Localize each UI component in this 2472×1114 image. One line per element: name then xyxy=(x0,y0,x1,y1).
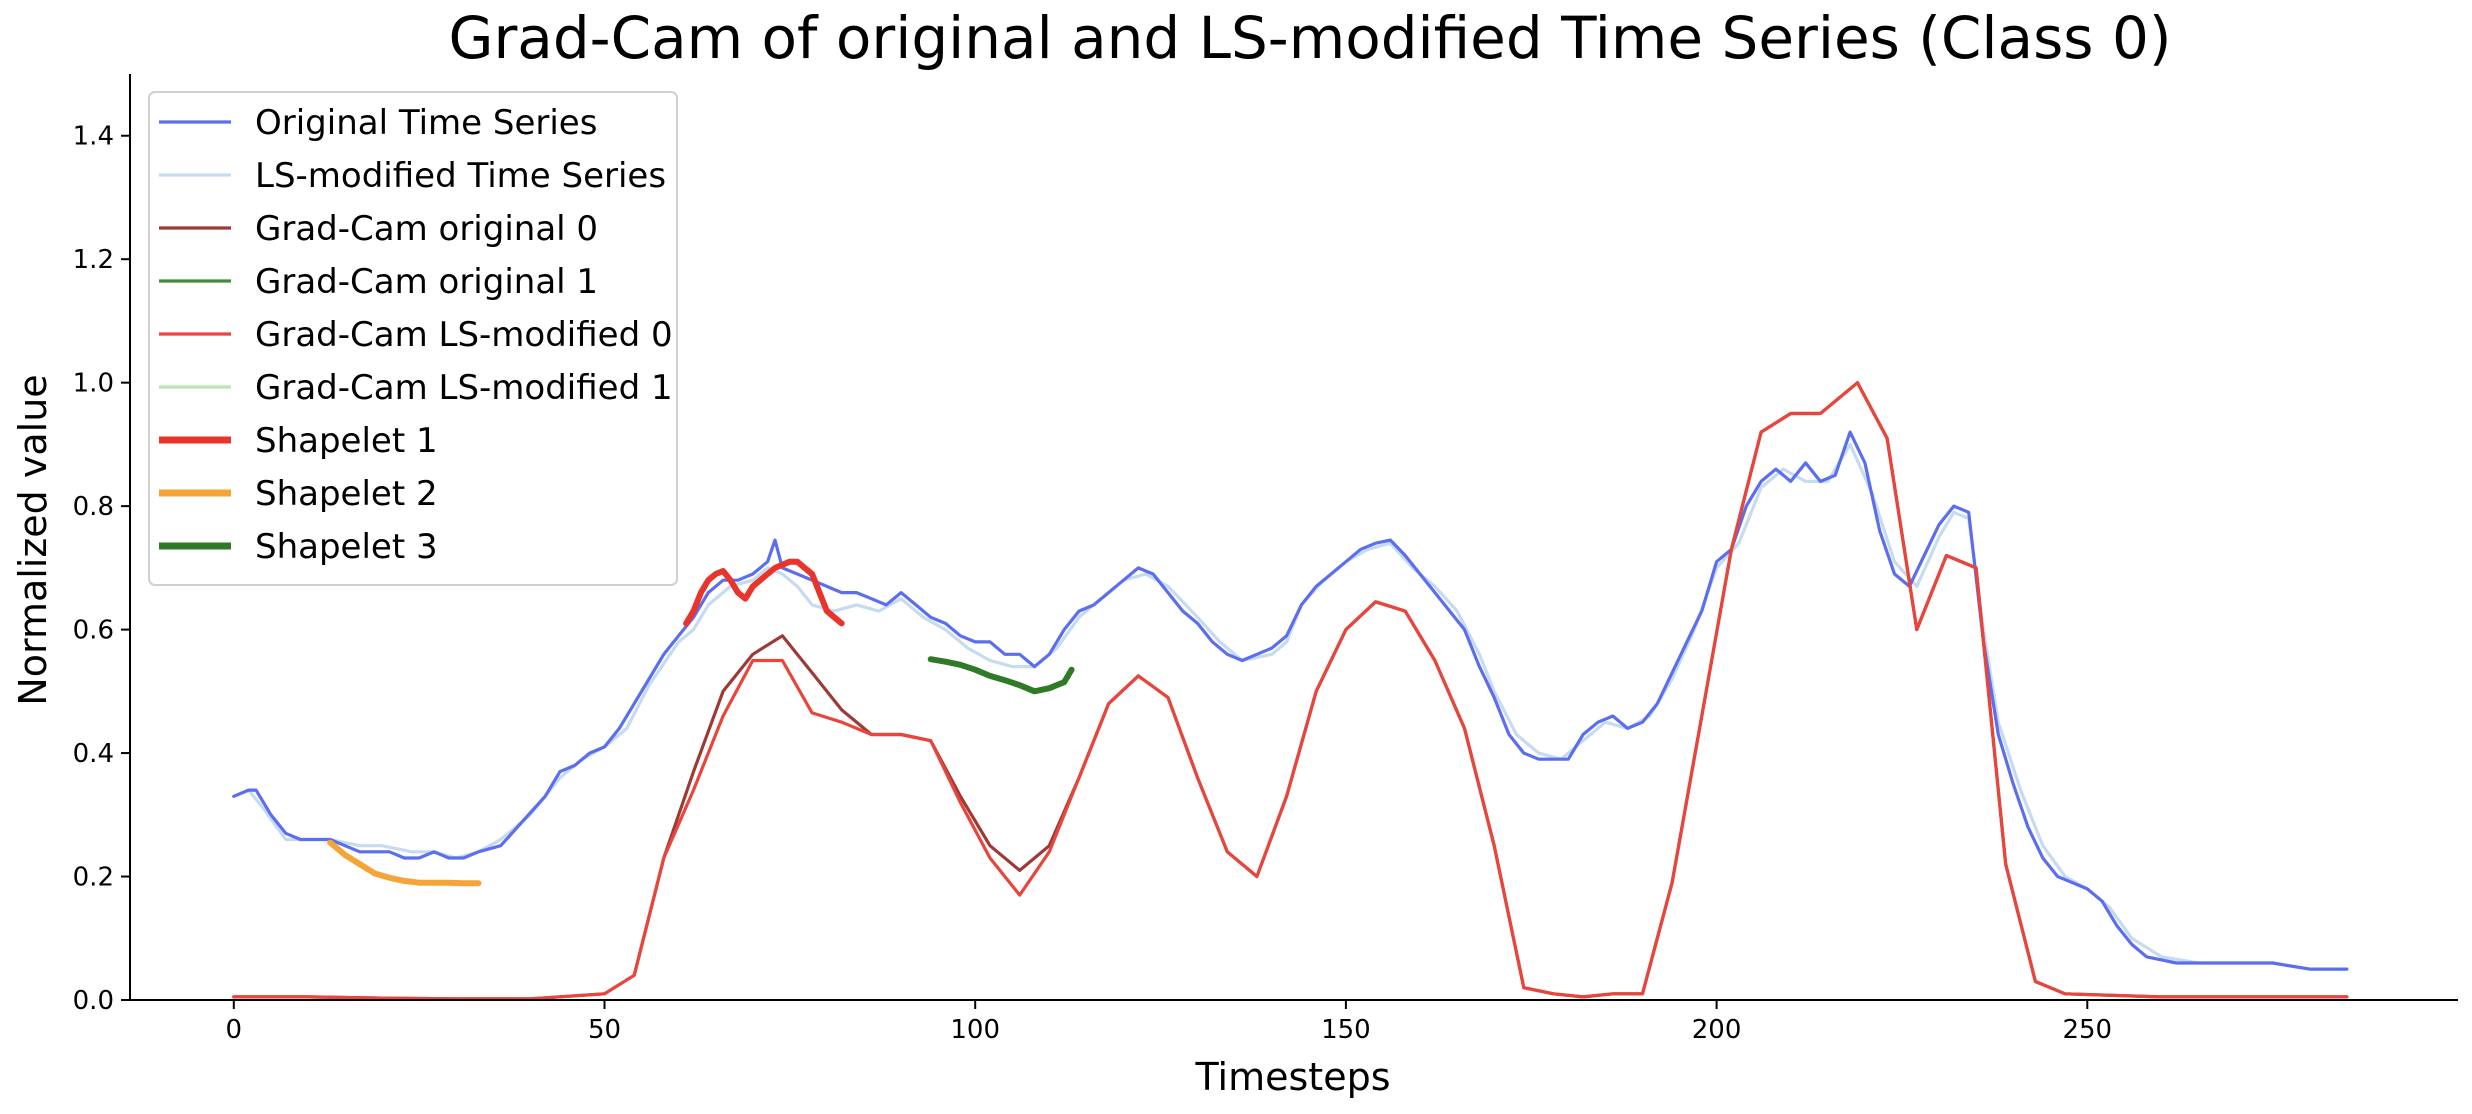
legend-label-shapelet-2: Shapelet 2 xyxy=(255,474,438,514)
series-line-shapelet-2 xyxy=(327,839,482,887)
y-tick-label: 0.4 xyxy=(73,739,114,769)
legend-label-grad-cam-ls-modified-0: Grad-Cam LS-modified 0 xyxy=(255,315,673,355)
series-line-original-time-series xyxy=(232,430,2349,971)
y-tick-label: 1.0 xyxy=(73,369,114,399)
legend-label-shapelet-3: Shapelet 3 xyxy=(255,527,438,567)
legend-label-ls-modified-time-series: LS-modified Time Series xyxy=(255,156,666,196)
legend-label-grad-cam-ls-modified-1: Grad-Cam LS-modified 1 xyxy=(255,368,673,408)
series-line-shapelet-3 xyxy=(927,656,1075,695)
legend-label-original-time-series: Original Time Series xyxy=(255,103,597,143)
series-line-shapelet-1 xyxy=(683,558,845,627)
x-tick-label: 200 xyxy=(1692,1015,1742,1045)
y-tick-label: 1.2 xyxy=(73,245,114,275)
legend-box xyxy=(148,91,678,586)
y-tick-label: 0.8 xyxy=(73,492,114,522)
x-tick-label: 150 xyxy=(1321,1015,1371,1045)
y-tick-label: 0.0 xyxy=(73,986,114,1016)
x-tick-label: 250 xyxy=(2062,1015,2112,1045)
x-axis-label: Timesteps xyxy=(1195,1055,1391,1099)
series-line-grad-cam-ls-modified-0 xyxy=(232,381,2349,1001)
chart-title: Grad-Cam of original and LS-modified Tim… xyxy=(449,4,2172,72)
legend-label-shapelet-1: Shapelet 1 xyxy=(255,421,438,461)
y-tick-label: 0.6 xyxy=(73,616,114,646)
x-tick-label: 100 xyxy=(950,1015,1000,1045)
x-tick-label: 0 xyxy=(226,1015,243,1045)
plot-area xyxy=(232,381,2349,1001)
legend-label-grad-cam-original-1: Grad-Cam original 1 xyxy=(255,262,598,302)
y-axis-label: Normalized value xyxy=(11,374,55,705)
legend-label-grad-cam-original-0: Grad-Cam original 0 xyxy=(255,209,598,249)
y-tick-label: 1.4 xyxy=(73,122,114,152)
x-tick-label: 50 xyxy=(588,1015,621,1045)
legend: Original Time Series LS-modified Time Ser… xyxy=(148,91,678,586)
axes: 0 50 100 150 200 250 0.0 0.2 0.4 0.6 0.8 1.0 1.2 1.4 xyxy=(73,74,2458,1045)
y-tick-label: 0.2 xyxy=(73,863,114,893)
